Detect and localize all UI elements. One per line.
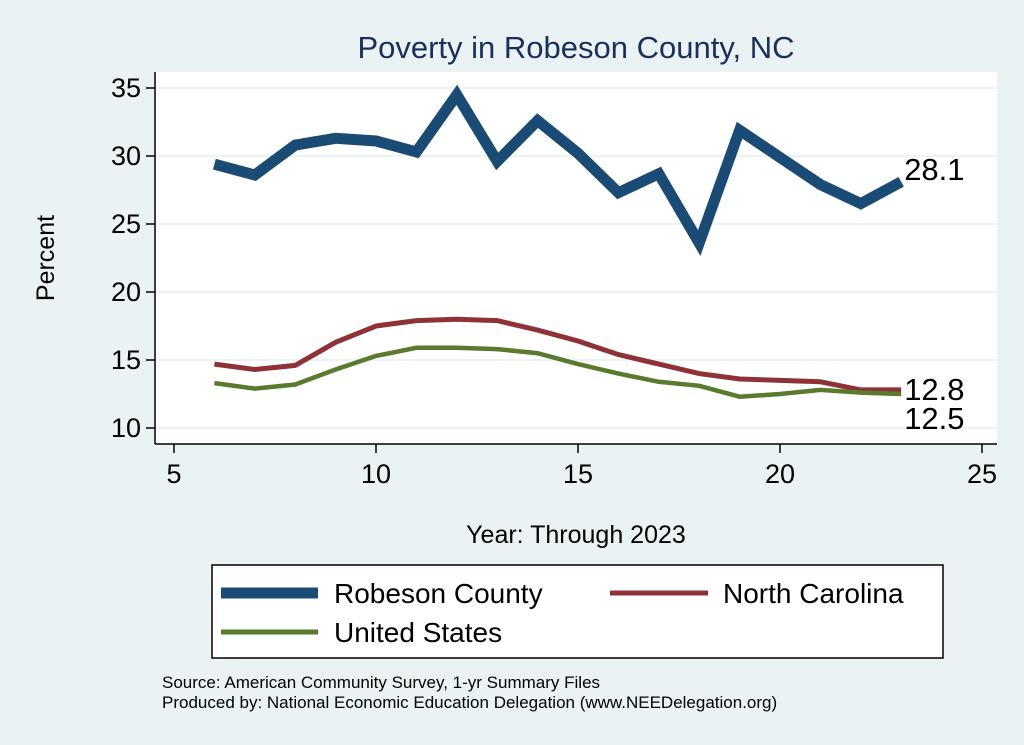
legend-label-north-carolina: North Carolina: [723, 578, 904, 609]
y-axis-label: Percent: [32, 215, 60, 301]
x-axis-label: Year: Through 2023: [466, 521, 686, 549]
y-tick-label-20: 20: [111, 277, 141, 307]
end-labels: 28.1 12.812.5: [904, 152, 964, 436]
end-label-north-carolina: 12.8: [904, 372, 964, 407]
plot-area: [155, 72, 997, 444]
producer-note: Produced by: National Economic Education…: [162, 693, 777, 712]
x-tick-label-5: 5: [166, 459, 181, 489]
x-tick-label-25: 25: [967, 459, 997, 489]
legend-label-united-states: United States: [334, 617, 502, 648]
y-tick-label-15: 15: [111, 345, 141, 375]
end-label-robeson-county: 28.1: [904, 152, 964, 187]
y-tick-label-10: 10: [111, 413, 141, 443]
series-line-united-states: [214, 345, 902, 399]
x-axis-ticks: 5 10 15 20 25: [166, 444, 997, 489]
x-tick-label-15: 15: [563, 459, 593, 489]
legend-label-robeson-county: Robeson County: [334, 578, 543, 609]
series-line-robeson-county: [212, 84, 904, 256]
x-tick-label-20: 20: [765, 459, 795, 489]
chart-title: Poverty in Robeson County, NC: [357, 30, 794, 65]
y-tick-label-25: 25: [111, 209, 141, 239]
legend-box: [211, 564, 944, 659]
series-lines: [212, 84, 904, 399]
gridlines: [155, 87, 997, 429]
series-line-north-carolina: [214, 316, 902, 393]
legend: Robeson County North Carolina United Sta…: [211, 564, 944, 659]
end-label-united-states: 12.5: [904, 401, 964, 436]
y-tick-label-35: 35: [111, 73, 141, 103]
y-axis-ticks: 10 15 20 25 30 35: [111, 73, 155, 443]
y-tick-label-30: 30: [111, 141, 141, 171]
source-note: Source: American Community Survey, 1-yr …: [162, 673, 600, 692]
x-tick-label-10: 10: [361, 459, 391, 489]
